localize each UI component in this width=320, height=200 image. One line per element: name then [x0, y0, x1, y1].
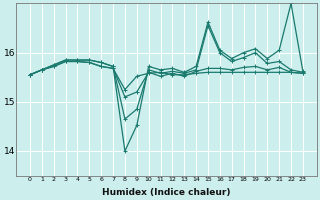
- X-axis label: Humidex (Indice chaleur): Humidex (Indice chaleur): [102, 188, 231, 197]
